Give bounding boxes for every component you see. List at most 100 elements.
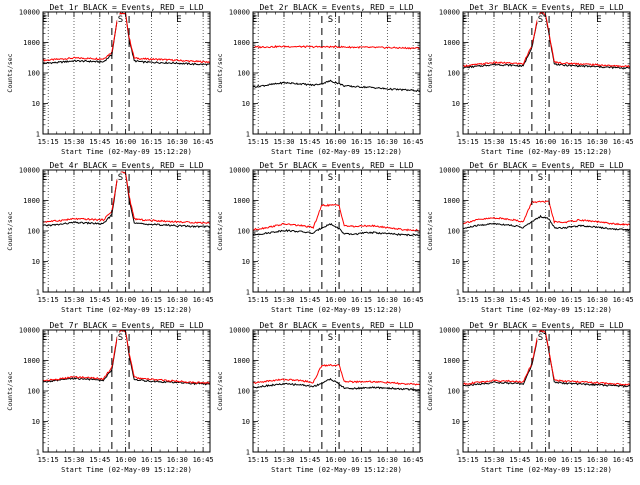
x-axis-label: Start Time (02-May-09 15:12:20): [61, 148, 192, 156]
x-tick-label: 16:15: [351, 456, 372, 464]
x-tick-label: 16:15: [351, 296, 372, 304]
x-tick-label: 15:30: [63, 138, 84, 146]
x-tick-label: 16:00: [535, 138, 556, 146]
x-tick-label: 15:15: [248, 138, 269, 146]
y-tick-label: 10000: [19, 327, 40, 335]
x-tick-label: 15:45: [89, 296, 110, 304]
time-marker-label: E: [176, 173, 181, 183]
x-tick-label: 16:30: [167, 296, 188, 304]
y-tick-label: 10000: [229, 327, 250, 335]
x-tick-label: 15:45: [509, 138, 530, 146]
series-line-lld: [253, 203, 420, 232]
time-marker-label: S: [118, 173, 123, 183]
y-tick-label: 10000: [439, 167, 460, 175]
plot-frame: [252, 329, 421, 453]
y-tick-label: 10000: [439, 327, 460, 335]
x-tick-label: 16:30: [167, 138, 188, 146]
series-line-events: [253, 223, 420, 237]
y-tick-label: 1: [36, 289, 40, 297]
y-axis-label: Counts/sec: [426, 211, 434, 250]
x-tick-label: 15:15: [38, 296, 59, 304]
y-tick-label: 1: [456, 289, 460, 297]
time-marker-label: E: [462, 333, 467, 343]
y-tick-label: 100: [447, 388, 460, 396]
y-tick-label: 10: [452, 258, 460, 266]
x-tick-label: 16:00: [325, 456, 346, 464]
plot-frame: [42, 169, 211, 293]
panel-title: Det 5r BLACK = Events, RED = LLD: [259, 161, 413, 170]
y-tick-label: 1000: [233, 197, 250, 205]
panel-title: Det 3r BLACK = Events, RED = LLD: [469, 3, 623, 12]
y-tick-label: 100: [447, 228, 460, 236]
y-tick-label: 1: [36, 449, 40, 457]
x-tick-label: 16:45: [613, 138, 634, 146]
x-tick-label: 15:45: [509, 296, 530, 304]
y-tick-label: 100: [447, 70, 460, 78]
y-tick-label: 100: [27, 70, 40, 78]
x-tick-label: 15:15: [248, 456, 269, 464]
panel-title: Det 2r BLACK = Events, RED = LLD: [259, 3, 413, 12]
panel-det-8: 1 10 100 1000 10000 15:15 15:30 15:45 16:00 16:15…: [216, 321, 424, 474]
time-marker-label: E: [386, 173, 391, 183]
y-tick-label: 10: [32, 258, 40, 266]
x-tick-label: 16:15: [351, 138, 372, 146]
y-tick-label: 10000: [19, 167, 40, 175]
time-marker-label: E: [596, 333, 601, 343]
series-line-lld: [253, 363, 420, 386]
y-tick-label: 100: [237, 228, 250, 236]
y-tick-label: 1000: [23, 197, 40, 205]
x-tick-label: 15:45: [299, 456, 320, 464]
panel-det-6: 1 10 100 1000 10000 15:15 15:30 15:45 16:00 16:15…: [426, 161, 634, 314]
panel-title: Det 4r BLACK = Events, RED = LLD: [49, 161, 203, 170]
series-line-events: [253, 79, 420, 93]
plot-frame: [42, 329, 211, 453]
y-tick-label: 1: [456, 449, 460, 457]
y-axis-label: Counts/sec: [6, 211, 14, 250]
x-tick-label: 15:30: [273, 138, 294, 146]
x-tick-label: 15:30: [483, 138, 504, 146]
time-marker-label: S: [328, 15, 333, 25]
x-tick-label: 15:15: [248, 296, 269, 304]
x-axis-label: Start Time (02-May-09 15:12:20): [481, 306, 612, 314]
y-tick-label: 10: [242, 258, 250, 266]
x-tick-label: 16:45: [403, 456, 424, 464]
panel-det-4: 1 10 100 1000 10000 15:15 15:30 15:45 16:00 16:15…: [6, 161, 214, 314]
time-marker-label: S: [118, 333, 123, 343]
x-tick-label: 15:45: [89, 456, 110, 464]
series-line-lld: [43, 171, 210, 225]
series-line-lld: [463, 200, 630, 226]
y-tick-label: 1: [246, 289, 250, 297]
x-tick-label: 15:30: [483, 296, 504, 304]
x-tick-label: 16:15: [141, 456, 162, 464]
plot-frame: [252, 169, 421, 293]
x-tick-label: 16:45: [403, 296, 424, 304]
time-marker-label: E: [462, 15, 467, 25]
y-tick-label: 100: [27, 228, 40, 236]
panel-title: Det 9r BLACK = Events, RED = LLD: [469, 321, 623, 330]
x-tick-label: 16:00: [325, 138, 346, 146]
x-tick-label: 16:30: [167, 456, 188, 464]
panel-title: Det 1r BLACK = Events, RED = LLD: [49, 3, 203, 12]
panel-det-1: 1 10 100 1000 10000 15:15 15:30 15:45 16:00 16:15…: [6, 3, 214, 156]
time-marker-label: E: [252, 333, 257, 343]
x-tick-label: 16:30: [377, 456, 398, 464]
y-axis-label: Counts/sec: [426, 53, 434, 92]
time-marker-label: S: [538, 15, 543, 25]
x-tick-label: 16:00: [325, 296, 346, 304]
series-group: [43, 171, 210, 229]
series-group: [253, 44, 420, 93]
time-marker-label: E: [386, 15, 391, 25]
plot-frame: [462, 11, 631, 135]
x-tick-label: 15:15: [458, 138, 479, 146]
x-tick-label: 16:30: [377, 296, 398, 304]
panel-title: Det 6r BLACK = Events, RED = LLD: [469, 161, 623, 170]
x-tick-label: 15:30: [273, 456, 294, 464]
x-tick-label: 15:15: [458, 456, 479, 464]
panel-title: Det 7r BLACK = Events, RED = LLD: [49, 321, 203, 330]
x-tick-label: 16:45: [613, 456, 634, 464]
x-tick-label: 16:30: [587, 456, 608, 464]
y-axis-label: Counts/sec: [216, 371, 224, 410]
time-marker-label: S: [538, 333, 543, 343]
time-marker-label: E: [596, 173, 601, 183]
x-tick-label: 16:15: [141, 138, 162, 146]
